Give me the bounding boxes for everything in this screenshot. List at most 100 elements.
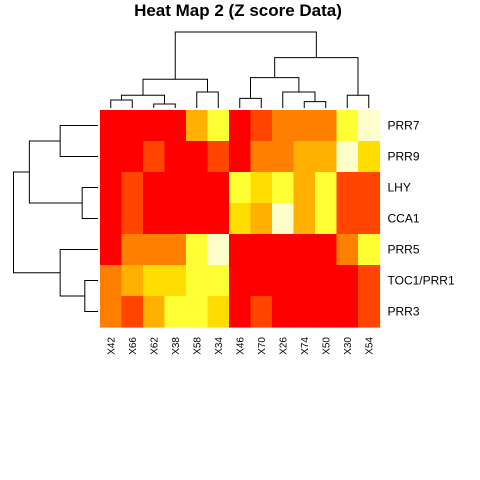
heatmap-cell-prr3-x34 bbox=[207, 296, 230, 328]
heatmap-cell-lhy-x66 bbox=[121, 172, 144, 204]
heatmap-cell-toc1-prr1-x66 bbox=[121, 265, 144, 297]
heatmap-cell-lhy-x30 bbox=[336, 172, 359, 204]
dendrogram-branch bbox=[346, 94, 370, 108]
dendrogram-branch bbox=[274, 57, 359, 96]
heatmap-cell-prr3-x30 bbox=[336, 296, 359, 328]
column-label-x54: X54 bbox=[364, 337, 375, 355]
heatmap-cell-prr7-x70 bbox=[250, 110, 273, 142]
heatmap-cell-prr5-x74 bbox=[293, 234, 316, 266]
heatmap-cell-cca1-x74 bbox=[293, 203, 316, 235]
row-label-toc1-prr1: TOC1/PRR1 bbox=[388, 274, 455, 288]
heatmap-cell-prr5-x50 bbox=[315, 234, 338, 266]
heatmap-cell-prr7-x26 bbox=[272, 110, 295, 142]
heatmap-cell-toc1-prr1-x26 bbox=[272, 265, 295, 297]
heatmap-cell-prr9-x70 bbox=[250, 141, 273, 173]
dendrogram-branch bbox=[59, 249, 98, 297]
heatmap-cell-lhy-x54 bbox=[358, 172, 381, 204]
heatmap-cell-prr3-x46 bbox=[229, 296, 252, 328]
dendrogram-branch bbox=[142, 78, 208, 96]
heatmap-cell-prr3-x50 bbox=[315, 296, 338, 328]
heatmap-cell-prr5-x70 bbox=[250, 234, 273, 266]
heatmap-cell-prr9-x54 bbox=[358, 141, 381, 173]
heatmap-cell-toc1-prr1-x74 bbox=[293, 265, 316, 297]
heatmap-cell-prr7-x38 bbox=[164, 110, 187, 142]
heatmap-cell-lhy-x62 bbox=[143, 172, 166, 204]
chart-title: Heat Map 2 (Z score Data) bbox=[134, 1, 342, 20]
heatmap-cell-cca1-x30 bbox=[336, 203, 359, 235]
heatmap-cell-toc1-prr1-x34 bbox=[207, 265, 230, 297]
heatmap-cell-prr7-x66 bbox=[121, 110, 144, 142]
column-label-x74: X74 bbox=[300, 337, 311, 355]
heatmap-cell-lhy-x50 bbox=[315, 172, 338, 204]
heatmap-cell-cca1-x70 bbox=[250, 203, 273, 235]
column-label-x30: X30 bbox=[343, 337, 354, 355]
heatmap-cell-prr9-x62 bbox=[143, 141, 166, 173]
heatmap-cell-cca1-x42 bbox=[100, 203, 123, 235]
heatmap-cell-lhy-x74 bbox=[293, 172, 316, 204]
heatmap-cell-toc1-prr1-x70 bbox=[250, 265, 273, 297]
dendrogram-branch bbox=[196, 91, 219, 108]
dendrogram-branch bbox=[174, 31, 317, 80]
heatmap-cell-lhy-x26 bbox=[272, 172, 295, 204]
heatmap-cell-prr5-x46 bbox=[229, 234, 252, 266]
row-label-prr7: PRR7 bbox=[388, 119, 420, 133]
column-label-x42: X42 bbox=[106, 337, 117, 355]
row-label-cca1: CCA1 bbox=[388, 212, 420, 226]
heatmap-cell-prr3-x38 bbox=[164, 296, 187, 328]
column-label-x70: X70 bbox=[257, 337, 268, 355]
heatmap-cell-prr7-x58 bbox=[186, 110, 209, 142]
heatmap-cell-prr3-x54 bbox=[358, 296, 381, 328]
heatmap-cell-prr7-x42 bbox=[100, 110, 123, 142]
heatmap-cell-lhy-x58 bbox=[186, 172, 209, 204]
dendrogram-branch bbox=[84, 280, 98, 312]
dendrogram-branch bbox=[81, 187, 98, 219]
dendrogram-branch bbox=[110, 99, 133, 108]
row-labels: PRR7 PRR9 LHY CCA1 PRR5 TOC1/PRR1 PRR3 bbox=[388, 119, 455, 319]
row-label-prr5: PRR5 bbox=[388, 243, 420, 257]
heatmap-cell-prr7-x46 bbox=[229, 110, 252, 142]
heatmap-cell-cca1-x50 bbox=[315, 203, 338, 235]
heatmap-cell-prr5-x34 bbox=[207, 234, 230, 266]
column-label-x66: X66 bbox=[128, 337, 139, 355]
heatmap-cell-toc1-prr1-x42 bbox=[100, 265, 123, 297]
heatmap-cell-lhy-x34 bbox=[207, 172, 230, 204]
heatmap-cell-prr3-x58 bbox=[186, 296, 209, 328]
heatmap-cell-prr3-x70 bbox=[250, 296, 273, 328]
heatmap-cell-lhy-x70 bbox=[250, 172, 273, 204]
heatmap-cell-prr5-x58 bbox=[186, 234, 209, 266]
heatmap-cell-prr3-x62 bbox=[143, 296, 166, 328]
heatmap-cell-prr7-x62 bbox=[143, 110, 166, 142]
heatmap-cell-prr5-x66 bbox=[121, 234, 144, 266]
heatmap-cell-prr7-x30 bbox=[336, 110, 359, 142]
column-labels: X42 X66 X62 X38 X58 X34 X46 X70 X26 X74 X50 X30 X54 bbox=[106, 337, 375, 355]
column-label-x62: X62 bbox=[149, 337, 160, 355]
heatmap-cell-lhy-x42 bbox=[100, 172, 123, 204]
heatmap-cell-prr3-x42 bbox=[100, 296, 123, 328]
heatmap-cell-toc1-prr1-x50 bbox=[315, 265, 338, 297]
heatmap-cell-prr7-x74 bbox=[293, 110, 316, 142]
heatmap-cell-prr5-x30 bbox=[336, 234, 359, 266]
heatmap-cell-prr7-x50 bbox=[315, 110, 338, 142]
dendrogram-branch bbox=[59, 125, 98, 157]
heatmap-cell-toc1-prr1-x54 bbox=[358, 265, 381, 297]
heatmap-cell-toc1-prr1-x30 bbox=[336, 265, 359, 297]
column-label-x50: X50 bbox=[321, 337, 332, 355]
heatmap-cell-prr3-x74 bbox=[293, 296, 316, 328]
row-dendrogram bbox=[13, 125, 98, 312]
heatmap-cell-toc1-prr1-x58 bbox=[186, 265, 209, 297]
heatmap-cell-cca1-x66 bbox=[121, 203, 144, 235]
column-label-x34: X34 bbox=[214, 337, 225, 355]
column-label-x46: X46 bbox=[235, 337, 246, 355]
heatmap-cell-cca1-x34 bbox=[207, 203, 230, 235]
row-label-prr3: PRR3 bbox=[388, 305, 420, 319]
row-label-lhy: LHY bbox=[388, 181, 411, 195]
heatmap-cell-cca1-x46 bbox=[229, 203, 252, 235]
dendrogram-branch bbox=[250, 77, 300, 99]
heatmap-cell-toc1-prr1-x38 bbox=[164, 265, 187, 297]
heatmap-cell-prr9-x58 bbox=[186, 141, 209, 173]
dendrogram-branch bbox=[13, 171, 61, 274]
dendrogram-branch bbox=[28, 140, 83, 204]
row-label-prr9: PRR9 bbox=[388, 150, 420, 164]
column-label-x58: X58 bbox=[192, 337, 203, 355]
